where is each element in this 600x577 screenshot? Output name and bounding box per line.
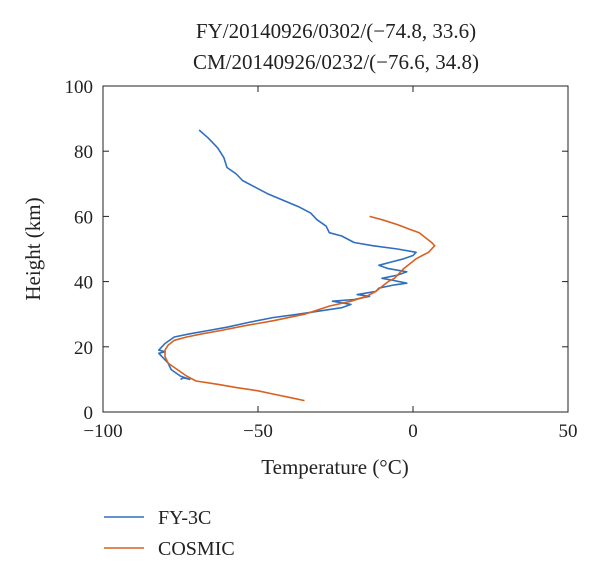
axis-ticks: −100 −50 0 50 0 20 40 60 80 100 bbox=[65, 77, 578, 442]
y-axis-label: Height (km) bbox=[21, 197, 45, 300]
legend-label-fy3c: FY-3C bbox=[158, 507, 211, 529]
plot-frame bbox=[102, 85, 569, 413]
y-tick-label: 20 bbox=[74, 338, 93, 359]
legend-label-cosmic: COSMIC bbox=[158, 538, 235, 560]
series-group bbox=[158, 129, 436, 402]
y-tick-label: 100 bbox=[65, 77, 94, 98]
chart-title-line-2: CM/20140926/0232/(−76.6, 34.8) bbox=[193, 50, 479, 74]
x-axis-label: Temperature (°C) bbox=[261, 455, 408, 479]
y-tick-label: 0 bbox=[84, 403, 94, 424]
legend: FY-3C COSMIC bbox=[104, 507, 235, 560]
x-tick-label: −100 bbox=[83, 421, 122, 442]
x-tick-label: −50 bbox=[243, 421, 273, 442]
x-tick-label: 50 bbox=[559, 421, 578, 442]
y-tick-label: 80 bbox=[74, 142, 93, 163]
y-tick-label: 60 bbox=[74, 207, 93, 228]
x-tick-label: 0 bbox=[408, 421, 418, 442]
series-line-cosmic bbox=[164, 215, 436, 402]
series-line-fy3c bbox=[158, 129, 417, 381]
y-tick-label: 40 bbox=[74, 273, 93, 294]
chart-title-line-1: FY/20140926/0302/(−74.8, 33.6) bbox=[196, 19, 476, 43]
